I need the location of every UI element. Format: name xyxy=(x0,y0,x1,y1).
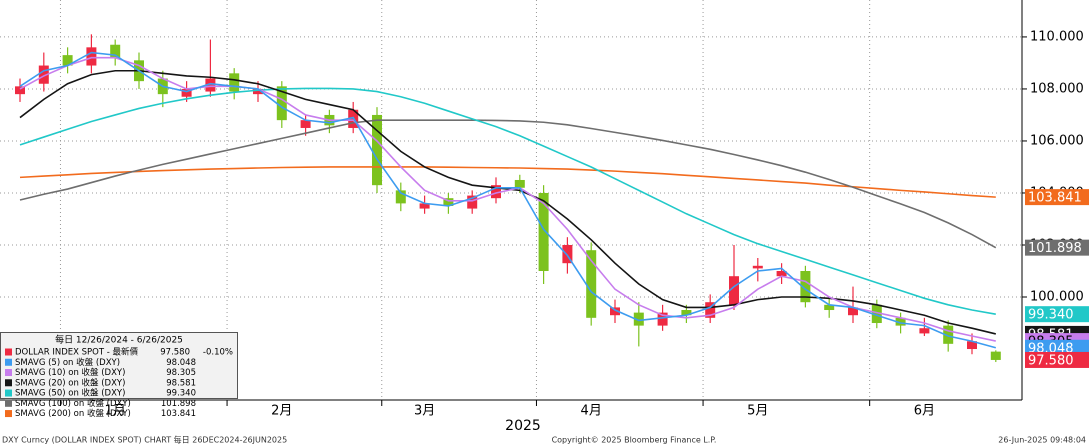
candle-body xyxy=(729,276,739,305)
last-value-badge xyxy=(1025,339,1089,356)
candle-body xyxy=(848,307,858,316)
last-value-label: 99.340 xyxy=(1028,308,1074,323)
candle-body xyxy=(943,325,954,344)
candle-body xyxy=(633,312,644,326)
candle-body xyxy=(562,244,573,264)
candle-body xyxy=(181,88,192,97)
candle-body xyxy=(110,44,121,58)
candle-body xyxy=(276,86,287,121)
candle-body xyxy=(586,250,597,318)
candle-body xyxy=(824,304,835,311)
candle-body xyxy=(419,203,430,209)
candle-body xyxy=(776,271,787,277)
candle-body xyxy=(752,265,763,269)
footer-right: 26-Jun-2025 09:48:04 xyxy=(998,436,1086,445)
ma-line xyxy=(19,119,997,249)
legend-swatch xyxy=(5,358,12,366)
candle-body xyxy=(62,55,73,66)
candle-body xyxy=(990,351,1001,360)
y-tick-label: 100.000 xyxy=(1030,290,1084,305)
footer-left: DXY Curncy (DOLLAR INDEX SPOT) CHART 每日 … xyxy=(2,435,287,445)
candle-body xyxy=(229,73,240,92)
candle-body xyxy=(514,179,525,188)
legend-value: 99.340 xyxy=(166,389,196,399)
x-tick-label: 1月 xyxy=(105,404,126,419)
x-title: 2025 xyxy=(505,418,541,434)
legend-value: 98.305 xyxy=(166,368,196,378)
candle-body xyxy=(467,195,478,209)
legend-value: 98.048 xyxy=(166,358,196,368)
legend-label: SMAVG (50) on 收盤 (DXY) xyxy=(15,388,125,399)
candle-body xyxy=(657,312,668,326)
candle-body xyxy=(800,271,811,303)
y-tick-label: 108.000 xyxy=(1030,81,1084,96)
candle-body xyxy=(919,328,930,334)
legend-value: 97.580 xyxy=(160,348,190,358)
candle-body xyxy=(967,341,977,350)
legend-swatch xyxy=(5,348,12,356)
candle-body xyxy=(372,114,382,186)
candle-body xyxy=(610,307,620,316)
candle-body xyxy=(300,120,311,128)
legend-swatch xyxy=(5,389,12,397)
legend-swatch xyxy=(5,399,12,407)
ma-line xyxy=(19,51,997,349)
footer-center: Copyright© 2025 Bloomberg Finance L.P. xyxy=(552,436,717,445)
last-value-badge xyxy=(1025,239,1089,256)
x-tick-label: 2月 xyxy=(271,404,292,419)
ma-line xyxy=(19,87,996,315)
candle-body xyxy=(253,88,263,95)
candle-body xyxy=(871,304,882,324)
y-tick-label: 106.000 xyxy=(1030,133,1084,148)
last-value-label: 97.580 xyxy=(1028,353,1074,368)
x-tick-label: 6月 xyxy=(914,404,935,419)
last-value-badge xyxy=(1025,306,1089,323)
candle-body xyxy=(15,86,25,95)
legend-change: -0.10% xyxy=(203,348,233,358)
legend-title: 每日 12/26/2024 - 6/26/2025 xyxy=(55,334,183,346)
x-tick-label: 3月 xyxy=(414,404,435,419)
candle-body xyxy=(443,198,454,206)
candle-body xyxy=(538,192,549,272)
last-value-label: 101.898 xyxy=(1028,241,1082,256)
ma-line xyxy=(19,56,996,342)
legend-label: DOLLAR INDEX SPOT - 最新價 xyxy=(15,347,139,358)
candle-body xyxy=(681,310,692,316)
legend-label: SMAVG (100) on 收盤 (DXY) xyxy=(15,398,131,409)
last-value-badge xyxy=(1025,189,1089,206)
legend-swatch xyxy=(5,379,12,387)
legend-label: SMAVG (20) on 收盤 (DXY) xyxy=(15,377,125,388)
candle-body xyxy=(86,47,97,66)
legend-label: SMAVG (10) on 收盤 (DXY) xyxy=(15,367,125,378)
x-tick-label: 5月 xyxy=(747,404,768,419)
last-value-label: 103.841 xyxy=(1028,191,1082,206)
legend-value: 101.898 xyxy=(161,399,196,409)
ma-line xyxy=(19,166,996,198)
candle-body xyxy=(205,78,216,92)
last-value-badge xyxy=(1025,351,1089,368)
legend-value: 98.581 xyxy=(166,378,196,388)
legend-label: SMAVG (200) on 收盤 (DXY) xyxy=(15,408,131,419)
legend-box xyxy=(0,332,238,399)
legend-label: SMAVG (5) on 收盤 (DXY) xyxy=(15,357,120,368)
candle-body xyxy=(895,317,906,326)
candle-body xyxy=(38,65,49,84)
legend-swatch xyxy=(5,369,12,377)
candle-body xyxy=(395,190,406,204)
x-tick-label: 4月 xyxy=(581,404,602,419)
candle-body xyxy=(491,185,501,199)
legend-swatch xyxy=(5,410,12,418)
y-tick-label: 110.000 xyxy=(1030,29,1084,44)
candle-body xyxy=(705,302,716,318)
legend-value: 103.841 xyxy=(161,409,196,419)
